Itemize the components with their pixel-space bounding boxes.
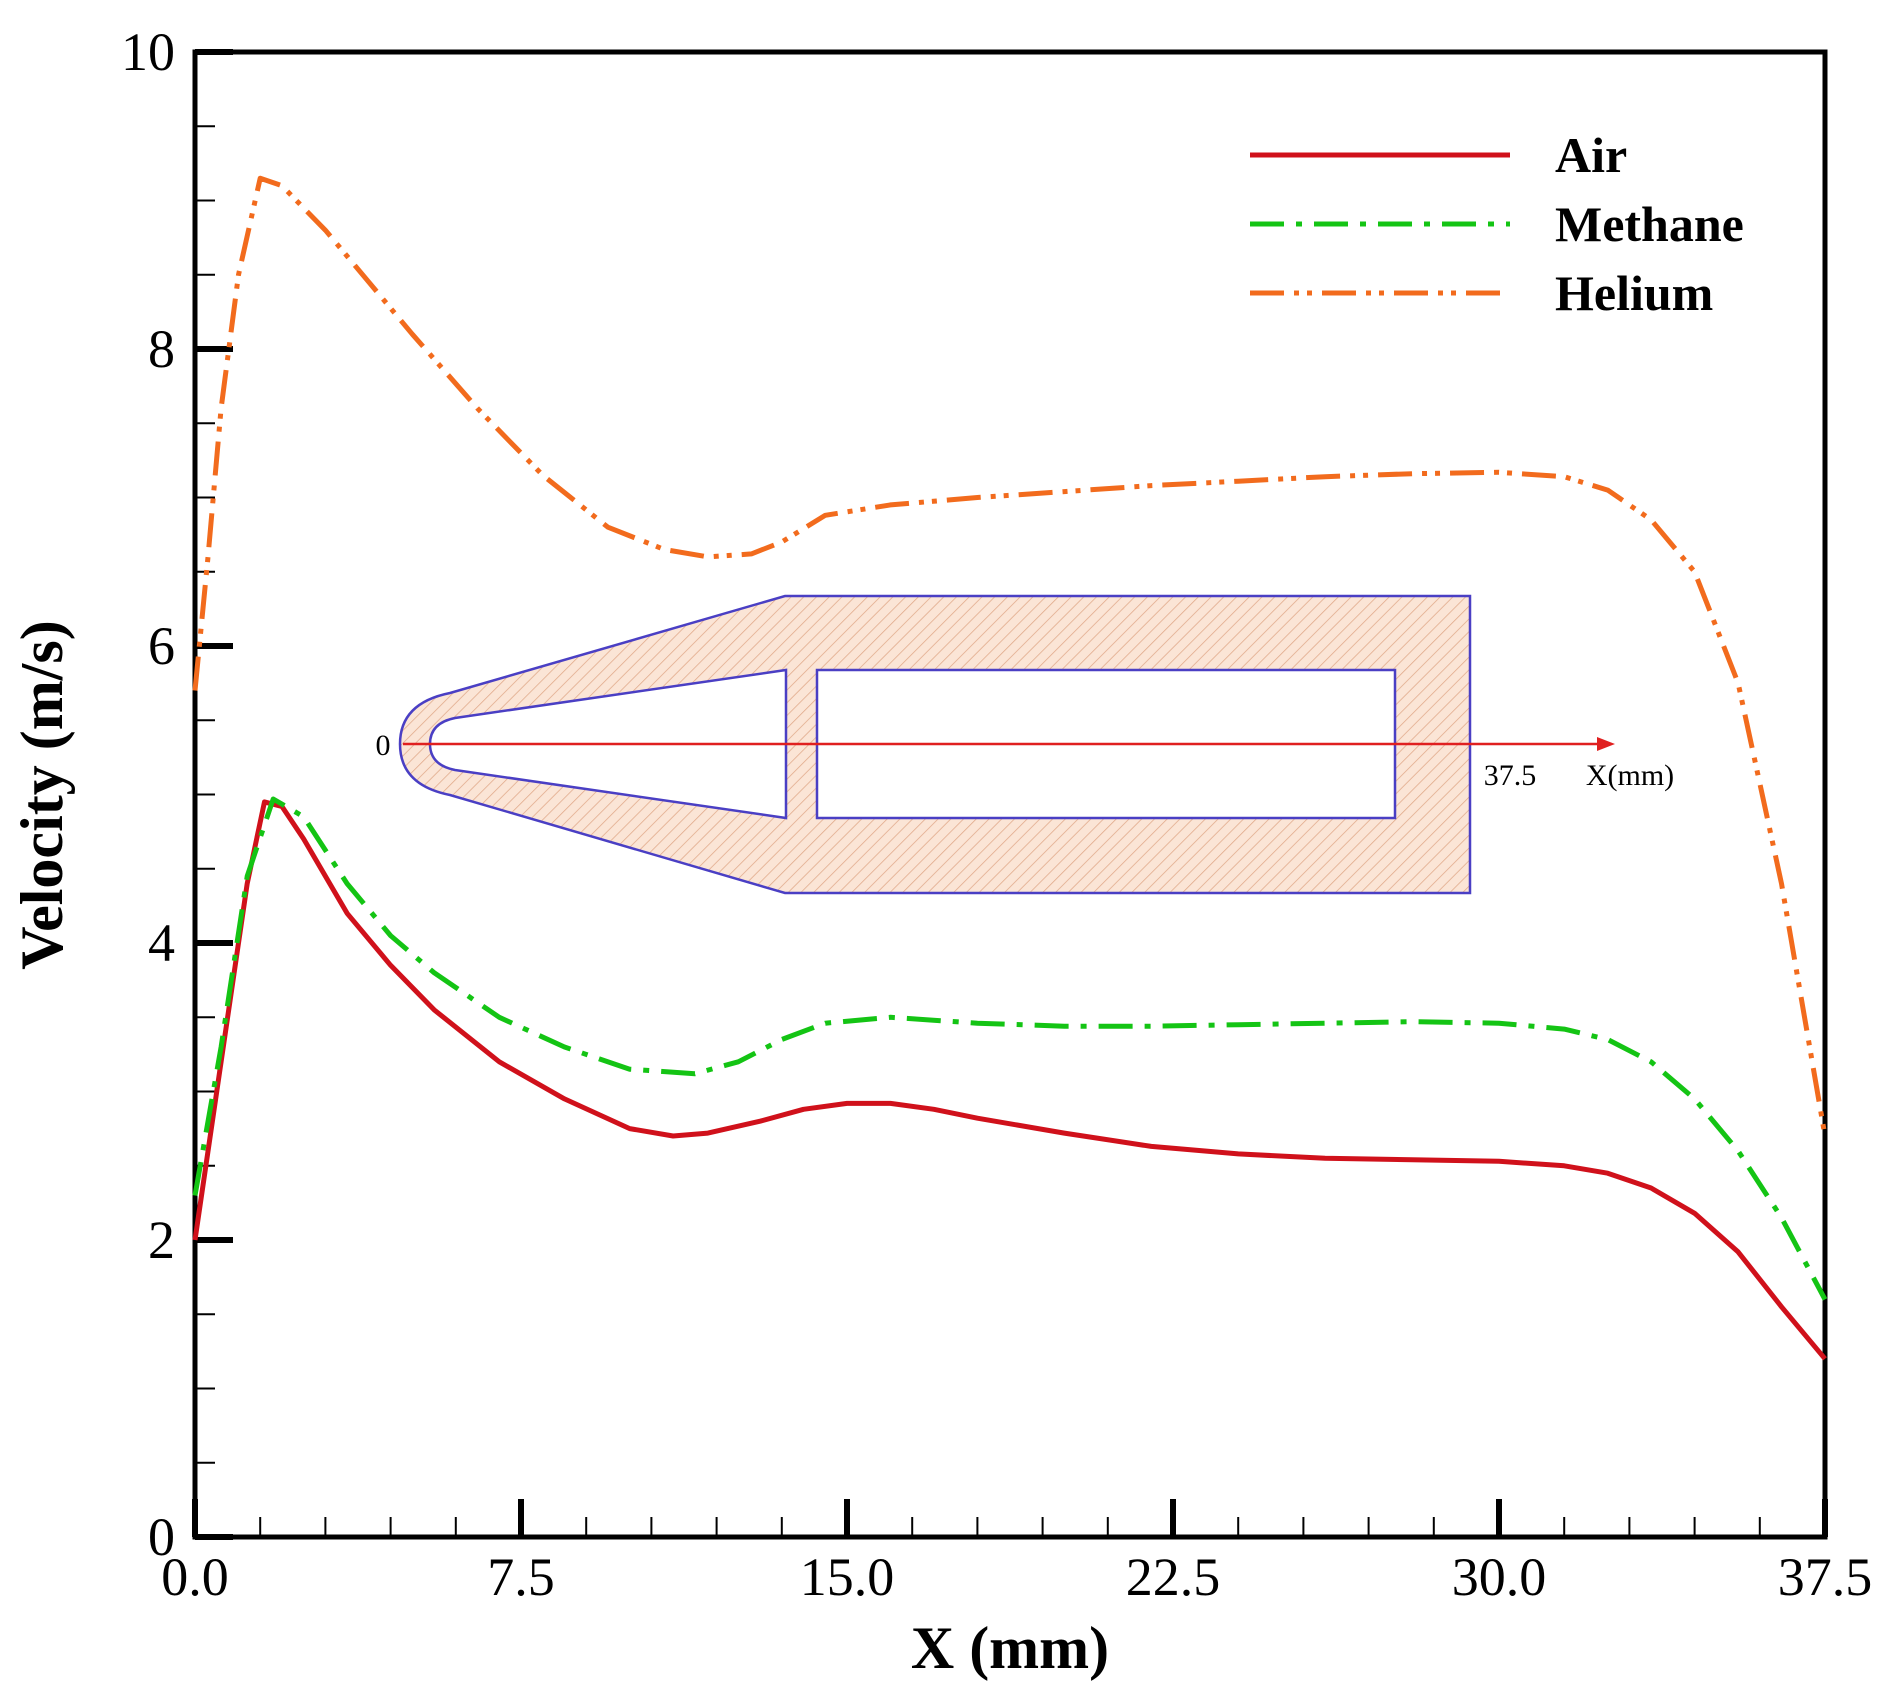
- x-tick-label: 22.5: [1126, 1547, 1221, 1607]
- x-tick-label: 0.0: [161, 1547, 229, 1607]
- series-line-methane: [192, 796, 1828, 1301]
- y-axis: 0 2 4 6 8 10: [121, 22, 233, 1567]
- y-tick-label: 4: [148, 913, 175, 973]
- inset-origin-label: 0: [376, 729, 391, 762]
- y-tick-label: 0: [148, 1507, 175, 1567]
- inset-axis-arrowhead: [1597, 737, 1615, 751]
- x-tick-label: 30.0: [1452, 1547, 1547, 1607]
- x-tick-label: 7.5: [487, 1547, 555, 1607]
- y-tick-label: 10: [121, 22, 175, 82]
- x-axis: 0.0 7.5 15.0 22.5 30.0 37.5: [161, 1499, 1872, 1607]
- inset-end-label: 37.5: [1484, 759, 1537, 792]
- y-tick-label: 2: [148, 1210, 175, 1270]
- x-tick-label: 37.5: [1778, 1547, 1873, 1607]
- legend-label-helium: Helium: [1555, 265, 1713, 321]
- legend: Air Methane Helium: [1250, 127, 1744, 321]
- legend-label-air: Air: [1555, 127, 1627, 183]
- series-line-helium: [192, 175, 1828, 1137]
- x-axis-title: X (mm): [911, 1615, 1109, 1681]
- series-line-air: [192, 799, 1827, 1361]
- legend-label-methane: Methane: [1555, 196, 1744, 252]
- y-tick-label: 6: [148, 616, 175, 676]
- inset-schematic: 0 37.5 X(mm): [376, 594, 1674, 895]
- y-tick-label: 8: [148, 319, 175, 379]
- y-axis-title: Velocity (m/s): [9, 620, 75, 969]
- inset-axis-label: X(mm): [1586, 759, 1674, 792]
- x-tick-label: 15.0: [800, 1547, 895, 1607]
- series-layer: [192, 175, 1828, 1361]
